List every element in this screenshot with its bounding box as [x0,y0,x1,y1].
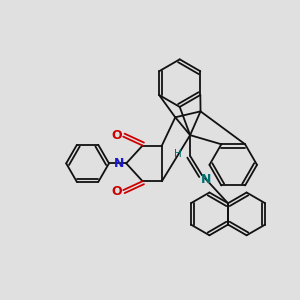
Text: N: N [201,173,212,186]
Text: O: O [111,185,122,198]
Text: O: O [111,129,122,142]
Text: N: N [114,157,124,170]
Text: H: H [174,149,182,160]
